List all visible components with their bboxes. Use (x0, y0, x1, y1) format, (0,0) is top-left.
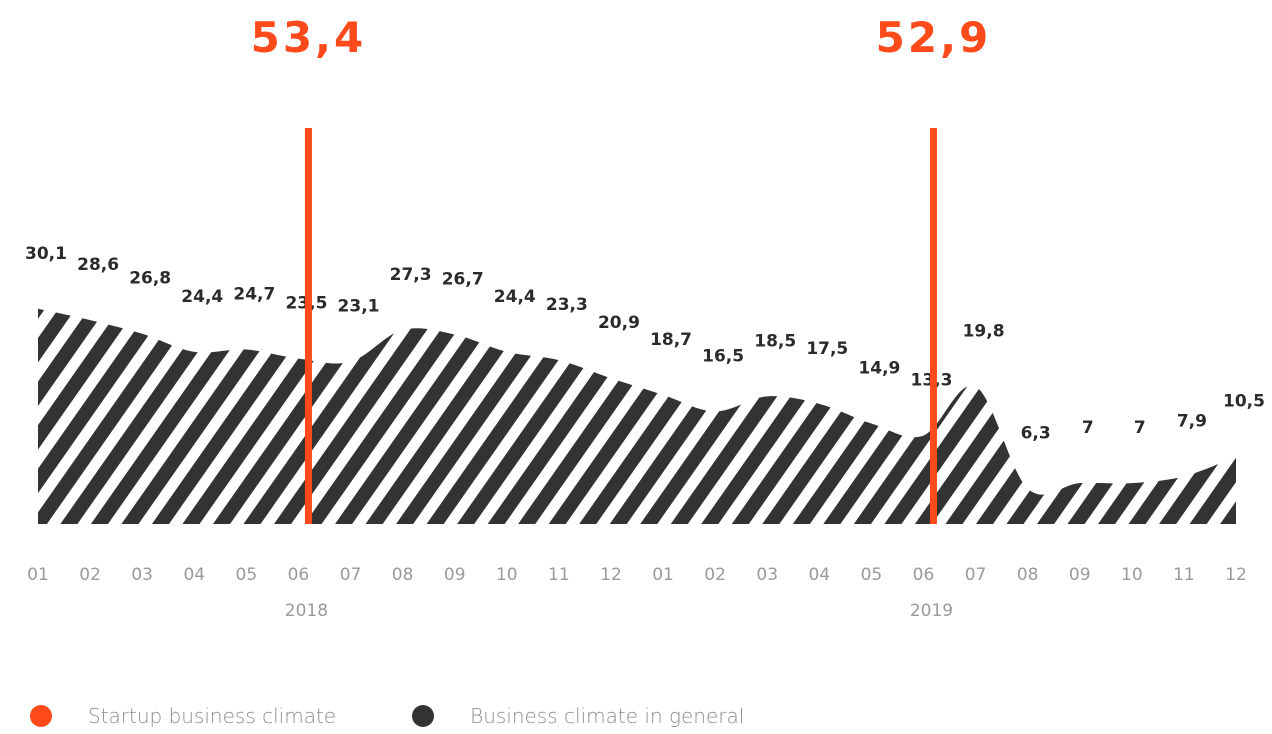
x-tick-label: 08 (392, 565, 414, 585)
data-label: 24,4 (494, 287, 536, 307)
data-label: 17,5 (806, 339, 848, 359)
year-label: 2018 (285, 601, 328, 621)
x-tick-label: 05 (236, 565, 258, 585)
x-tick-label: 07 (965, 565, 987, 585)
data-label: 23,1 (338, 297, 380, 317)
chart-svg: 30,128,626,824,424,723,523,127,326,724,4… (25, 13, 1265, 621)
x-tick-label: 07 (340, 565, 362, 585)
data-label: 10,5 (1223, 392, 1265, 412)
data-label: 26,7 (442, 269, 484, 289)
startup-climate-value-label: 53,4 (251, 13, 367, 62)
data-label: 16,5 (702, 346, 744, 366)
legend-label-general: Business climate in general (470, 704, 745, 728)
data-label: 7 (1082, 418, 1094, 438)
x-tick-label: 06 (913, 565, 935, 585)
x-tick-label: 05 (861, 565, 883, 585)
startup-climate-value-label: 52,9 (876, 13, 992, 62)
x-tick-label: 10 (496, 565, 518, 585)
x-tick-label: 04 (183, 565, 205, 585)
startup-climate-marker-line (304, 128, 312, 524)
data-label: 30,1 (25, 244, 67, 264)
x-tick-label: 01 (27, 565, 49, 585)
x-tick-label: 06 (288, 565, 310, 585)
legend-dot-general (412, 705, 435, 727)
x-tick-label: 12 (600, 565, 622, 585)
x-tick-label: 09 (444, 565, 466, 585)
year-label: 2019 (910, 601, 953, 621)
x-tick-label: 03 (131, 565, 153, 585)
data-label: 27,3 (390, 265, 432, 285)
data-label: 24,4 (181, 287, 223, 307)
data-label: 7,9 (1177, 411, 1207, 431)
x-tick-label: 12 (1225, 565, 1247, 585)
data-label: 18,5 (754, 331, 796, 351)
x-tick-label: 11 (548, 565, 570, 585)
data-label: 23,3 (546, 295, 588, 315)
data-label: 28,6 (77, 255, 119, 275)
x-tick-label: 09 (1069, 565, 1091, 585)
x-tick-label: 10 (1121, 565, 1143, 585)
legend-label-startup: Startup business climate (88, 704, 337, 728)
x-tick-label: 08 (1017, 565, 1039, 585)
data-label: 6,3 (1021, 423, 1051, 443)
legend-item-general: Business climate in general (412, 704, 744, 728)
data-label: 20,9 (598, 313, 640, 333)
x-tick-label: 03 (756, 565, 778, 585)
data-label: 14,9 (858, 359, 900, 379)
x-tick-label: 11 (1173, 565, 1195, 585)
data-label: 26,8 (129, 269, 171, 289)
data-label: 18,7 (650, 330, 692, 350)
data-label: 7 (1134, 418, 1146, 438)
x-tick-label: 01 (652, 565, 674, 585)
x-tick-label: 02 (79, 565, 101, 585)
x-tick-label: 02 (704, 565, 726, 585)
legend-dot-startup (30, 705, 52, 727)
legend-item-startup: Startup business climate (30, 704, 336, 728)
x-tick-label: 04 (808, 565, 830, 585)
legend: Startup business climate Business climat… (30, 704, 820, 728)
startup-climate-marker-line (929, 128, 937, 524)
data-label: 19,8 (963, 322, 1005, 342)
general-climate-area (38, 308, 1236, 524)
data-label: 24,7 (233, 285, 275, 305)
